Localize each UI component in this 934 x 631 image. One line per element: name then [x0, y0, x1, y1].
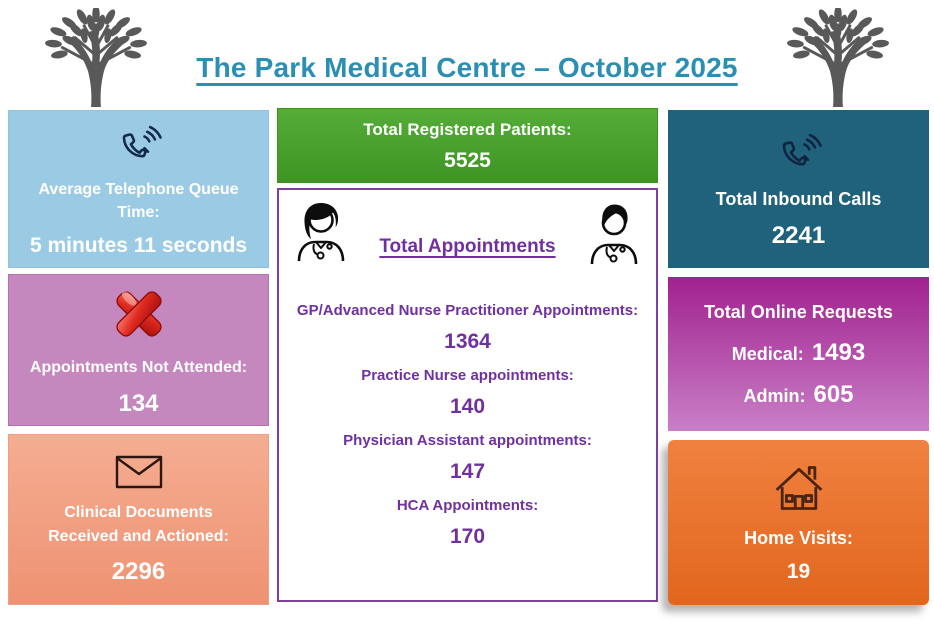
page-title: The Park Medical Centre – October 2025: [196, 52, 738, 83]
appointment-item-value: 140: [449, 395, 486, 418]
online-requests-medical-row: Medical: 1493: [732, 339, 865, 367]
total-appointments-card: Total Appointments GP/Advanced Nurse Pra…: [277, 188, 658, 602]
appointments-list: GP/Advanced Nurse Practitioner Appointme…: [279, 289, 656, 549]
appointment-item-label: Practice Nurse appointments:: [361, 367, 574, 384]
appointment-item-value: 1364: [444, 330, 491, 353]
registered-patients-label: Total Registered Patients:: [363, 120, 572, 140]
female-doctor-icon: [291, 198, 351, 269]
online-requests-admin-row: Admin: 605: [743, 381, 853, 409]
house-icon: [771, 461, 827, 515]
appointments-not-attended-card: Appointments Not Attended: 134: [8, 274, 269, 426]
clinical-documents-label: Clinical Documents Received and Actioned…: [48, 504, 229, 545]
online-requests-card: Total Online Requests Medical: 1493 Admi…: [668, 277, 929, 431]
registered-patients-value: 5525: [444, 148, 491, 172]
home-visits-label: Home Visits:: [744, 528, 853, 549]
red-cross-icon: [107, 282, 171, 346]
appointment-item-value: 147: [449, 460, 486, 483]
appointments-not-attended-value: 134: [118, 389, 159, 417]
inbound-calls-value: 2241: [771, 222, 826, 250]
clinical-documents-card: Clinical Documents Received and Actioned…: [8, 434, 269, 605]
home-visits-value: 19: [786, 559, 811, 583]
appointments-title: Total Appointments: [379, 236, 556, 257]
admin-label: Admin:: [743, 386, 806, 407]
telephone-queue-card: Average Telephone Queue Time: 5 minutes …: [8, 110, 269, 268]
medical-label: Medical:: [731, 344, 804, 365]
appointment-item-label: Physician Assistant appointments:: [343, 432, 592, 449]
tree-logo-icon: [787, 8, 889, 107]
appointment-item-value: 170: [449, 525, 486, 548]
registered-patients-card: Total Registered Patients: 5525: [277, 108, 658, 183]
appointment-item-label: GP/Advanced Nurse Practitioner Appointme…: [296, 302, 639, 319]
appointments-header: Total Appointments: [279, 190, 656, 273]
appointments-not-attended-label: Appointments Not Attended:: [29, 359, 248, 377]
inbound-calls-label: Total Inbound Calls: [715, 188, 882, 209]
tree-logo-icon: [45, 8, 147, 107]
medical-value: 1493: [811, 339, 866, 367]
male-doctor-icon: [584, 198, 644, 273]
admin-value: 605: [813, 381, 854, 409]
home-visits-card: Home Visits: 19: [668, 440, 929, 605]
clinical-documents-value: 2296: [111, 557, 166, 585]
phone-icon: [774, 128, 824, 176]
telephone-queue-value: 5 minutes 11 seconds: [29, 234, 248, 258]
online-requests-title: Total Online Requests: [704, 301, 893, 322]
appointment-item-label: HCA Appointments:: [396, 497, 539, 514]
inbound-calls-card: Total Inbound Calls 2241: [668, 110, 929, 268]
phone-icon: [114, 120, 164, 168]
telephone-queue-label: Average Telephone Queue Time:: [38, 180, 239, 221]
envelope-icon: [113, 453, 165, 491]
